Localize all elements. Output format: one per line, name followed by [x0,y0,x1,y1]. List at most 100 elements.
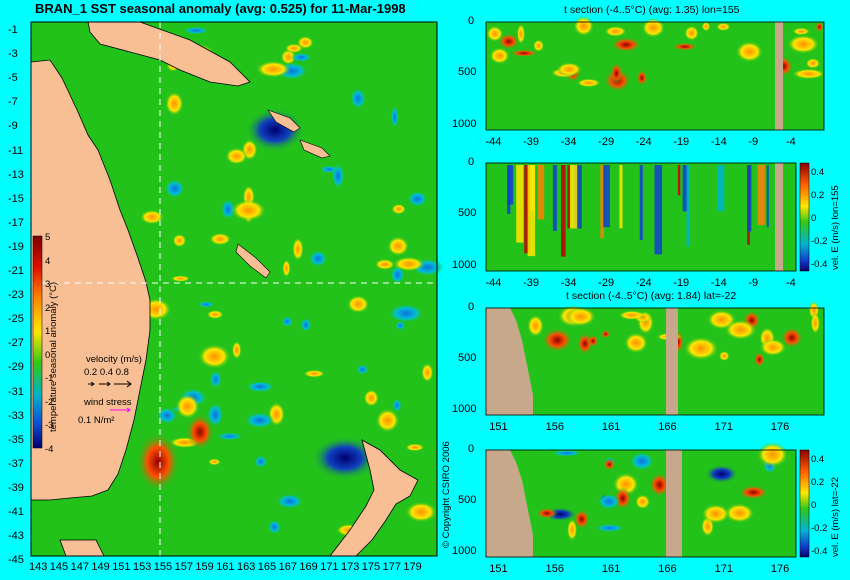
velocity-key-arrows [88,380,132,388]
map-lat-tick: -41 [8,506,24,518]
map-colorbar [32,235,43,449]
p2-x-tick: -34 [560,277,577,289]
texture-patch [724,503,755,523]
map-lon-tick: 171 [320,561,339,573]
texture-patch [282,259,291,278]
tasmania [59,539,105,557]
texture-patch [405,443,425,452]
texture-patch [363,389,380,407]
p4-x-tick: 156 [545,563,564,575]
texture-patch [786,34,820,54]
texture-patch [281,316,293,327]
texture-patch [165,91,184,116]
texture-patch [421,362,434,383]
p2-land [775,163,783,271]
velocity-band [570,165,578,229]
texture-patch [292,237,304,262]
map-lon-tick: 165 [257,561,277,573]
p3-x-tick: 171 [714,421,733,433]
sst-map [30,21,444,557]
p1-y-tick: 0 [468,15,475,27]
map-lat-tick: -45 [8,554,24,567]
p1-land [775,22,783,130]
australia-landmass [30,59,151,501]
p2-x-tick: -44 [485,277,502,289]
texture-patch [815,21,824,33]
map-lon-tick: 145 [49,561,69,573]
map-lon-tick: 157 [174,561,193,573]
texture-patch [198,344,231,369]
texture-patch [536,507,558,519]
texture-patch [516,23,526,45]
texture-patch [604,26,627,37]
map-lat-tick: -17 [8,216,24,229]
eddy-patch [311,436,379,480]
map-colorbar-tick: 0 [45,349,51,361]
map-lat-tick: -27 [8,337,24,350]
texture-patch [532,39,545,52]
p3-x-tick: 176 [770,421,790,433]
texture-patch [375,408,400,433]
texture-patch [610,62,623,85]
velocity-band [639,165,643,240]
map-lat-tick: -11 [8,144,24,157]
velocity-band [507,165,514,205]
texture-patch [780,327,804,349]
texture-patch [724,319,757,341]
texture-patch [497,33,520,50]
texture-patch [527,314,544,338]
texture-patch [244,412,275,429]
p4-frame [485,449,797,558]
texture-patch [267,519,281,535]
velocity-band [527,165,536,257]
p4-y-tick: 500 [458,493,477,506]
map-lon-tick: 149 [91,561,110,573]
texture-patch [320,165,338,174]
texture-patch [629,451,655,471]
p2-y-tick: 1000 [452,258,477,271]
p1-x-tick: -24 [635,136,652,148]
p2-y-tick: 500 [458,207,477,220]
eddy-patch [186,414,214,450]
copyright-text: © Copyright CSIRO 2006 [441,441,452,548]
p2-x-tick: -19 [673,277,690,289]
texture-patch [230,199,267,222]
p4-colorbar-label: vel. E (m/s) lat=-22 [830,477,841,557]
texture-patch [541,327,574,353]
map-lat-tick: -9 [8,120,18,133]
map-lat-tick: -31 [8,385,24,398]
velocity-band [654,165,663,255]
texture-patch [245,381,275,393]
texture-patch [374,258,395,270]
p2-colorbar-tick: 0 [811,213,817,224]
texture-patch [216,432,243,441]
map-lon-tick: 167 [278,561,297,573]
p4-x-tick: 171 [714,563,733,575]
solomon-islands [267,109,301,133]
velocity-band [682,165,688,212]
velocity-band [717,165,725,212]
panel-t-section-lon155 [485,15,826,131]
p3-x-tick: 151 [489,421,508,433]
map-colorbar-tick: 4 [45,255,51,267]
map-lon-tick: 147 [70,561,89,573]
map-lon-tick: 169 [299,561,318,573]
p2-colorbar [799,162,810,272]
p3-frame [485,307,825,416]
map-lon-tick: 159 [195,561,214,573]
texture-patch [684,25,700,41]
texture-patch [254,455,268,469]
p2-frame [485,162,797,272]
velocity-scale: 0.2 0.4 0.8 [84,367,129,378]
map-colorbar-tick: -4 [45,443,54,455]
p2-x-tick: -39 [523,277,539,289]
texture-patch [791,68,826,80]
texture-patch [346,295,370,314]
p4-colorbar-tick: 0 [811,500,817,511]
panel-vel-lat22 [485,442,810,558]
wind-scale: 0.1 N/m² [78,415,115,426]
new-caledonia [235,243,271,279]
map-colorbar-tick: -2 [45,396,54,408]
texture-patch [718,350,730,362]
